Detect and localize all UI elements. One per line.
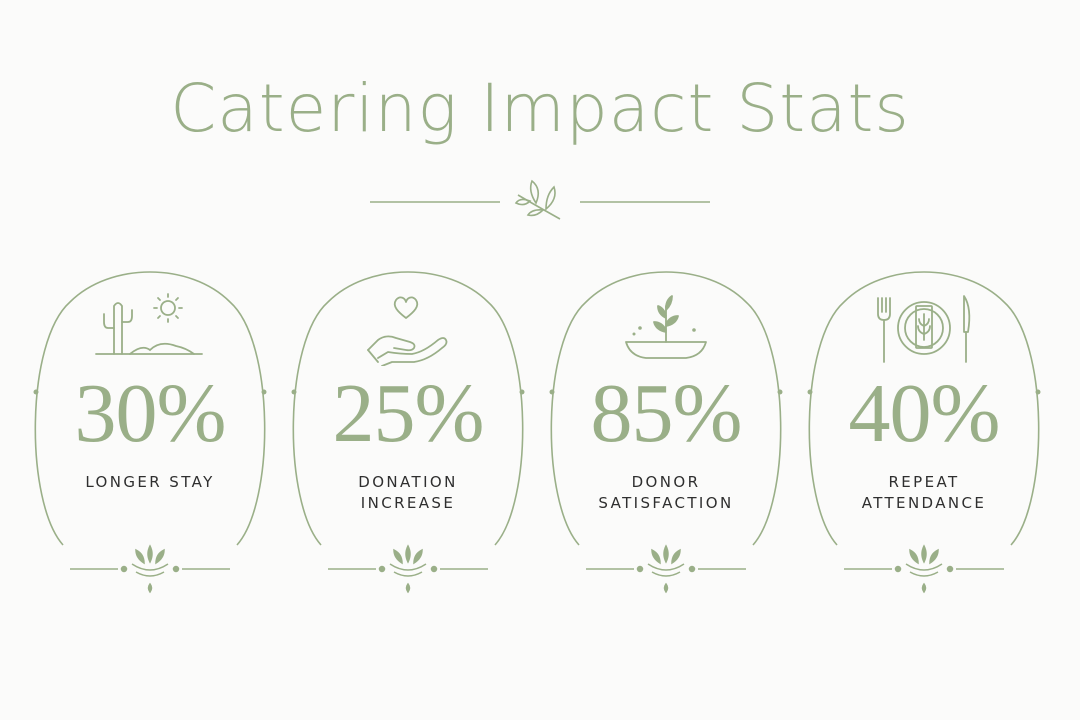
card-frame	[549, 271, 783, 594]
stat-card-repeat-attendance: 40% REPEAT ATTENDANCE	[804, 262, 1044, 602]
stat-value: 85%	[590, 367, 743, 460]
stat-label: DONATION INCREASE	[358, 473, 458, 512]
plant-bowl-icon	[625, 295, 707, 359]
stat-value: 40%	[848, 367, 1001, 460]
stat-value: 30%	[74, 367, 227, 460]
lotus-ornament-icon	[844, 544, 1004, 594]
card-frame	[33, 271, 267, 594]
page-title: Catering Impact Stats	[170, 70, 910, 147]
stat-card-donor-satisfaction: 85% DONOR SATISFACTION	[546, 262, 786, 602]
place-setting-icon	[877, 295, 971, 363]
card-frame	[291, 271, 525, 594]
stat-card-donation-increase: 25% DONATION INCREASE	[288, 262, 528, 602]
olive-branch-icon	[514, 179, 561, 220]
hand-heart-icon	[367, 296, 448, 366]
lotus-ornament-icon	[70, 544, 230, 594]
title-divider	[370, 179, 710, 220]
stat-card-longer-stay: 30% LONGER STAY	[30, 262, 270, 602]
lotus-ornament-icon	[328, 544, 488, 594]
stat-value: 25%	[332, 367, 485, 460]
cactus-sun-icon	[95, 293, 203, 355]
lotus-ornament-icon	[586, 544, 746, 594]
stat-label: DONOR SATISFACTION	[598, 473, 734, 512]
stat-label: LONGER STAY	[85, 473, 215, 491]
stat-label: REPEAT ATTENDANCE	[861, 473, 987, 512]
card-frame	[807, 271, 1041, 594]
